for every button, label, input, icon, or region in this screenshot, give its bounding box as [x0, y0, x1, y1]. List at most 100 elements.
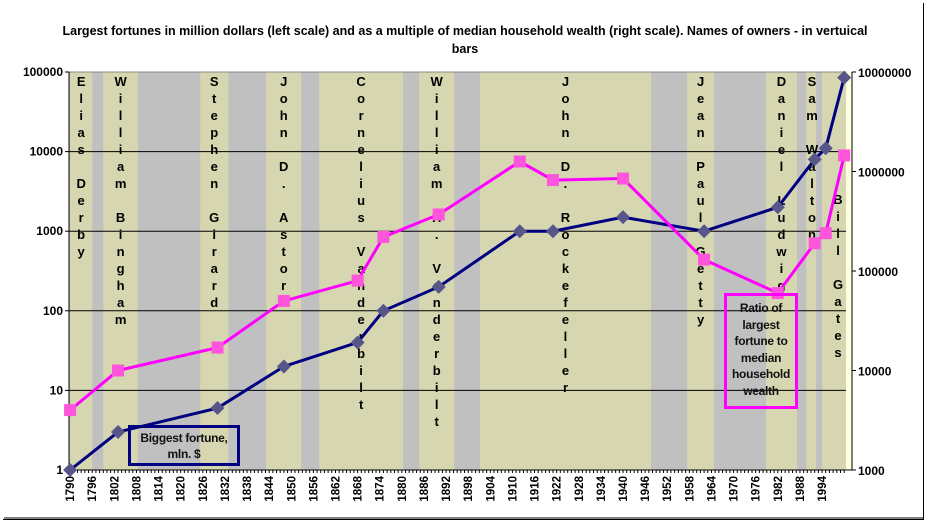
- ratio-point: [377, 230, 390, 243]
- x-tick-label: 1820: [176, 476, 188, 502]
- fortune-point: [276, 359, 291, 374]
- fortune-point: [210, 401, 225, 416]
- fortune-point: [63, 463, 78, 477]
- chart-frame: [3, 3, 924, 520]
- fortune-point: [431, 279, 446, 294]
- right-strip: [846, 72, 852, 470]
- fortune-point: [697, 224, 712, 239]
- owner-bar: [806, 72, 817, 470]
- x-tick-label: 1814: [154, 475, 166, 501]
- plot-background: [69, 72, 846, 470]
- ratio-point: [432, 208, 445, 221]
- x-tick-label: 1886: [419, 476, 431, 502]
- right-tick-label: 100000: [858, 265, 898, 279]
- owner-bar: [822, 72, 846, 470]
- ratio-point: [112, 364, 125, 377]
- fortune-point: [837, 70, 852, 85]
- ratio-point: [64, 404, 77, 417]
- ratio-point: [351, 274, 364, 287]
- left-tick-label: 1000: [36, 224, 63, 238]
- x-tick-label: 1844: [264, 475, 276, 501]
- x-tick-label: 1928: [574, 475, 586, 501]
- x-tick-label: 1802: [109, 476, 121, 502]
- x-tick-label: 1982: [773, 476, 785, 502]
- x-tick-label: 1832: [220, 476, 232, 502]
- owner-bar: [70, 72, 93, 470]
- ratio-point: [513, 155, 526, 168]
- x-tick-label: 1994: [817, 475, 829, 501]
- ratio-point: [546, 174, 559, 187]
- ratio-point: [698, 253, 711, 266]
- owner-bar: [479, 72, 652, 470]
- x-tick-label: 1880: [397, 476, 409, 502]
- x-tick-label: 1946: [640, 476, 652, 502]
- ratio-annotation: Ratio of largest fortune to median house…: [724, 293, 798, 409]
- fortune-point: [545, 224, 560, 239]
- x-tick-label: 1976: [751, 476, 763, 502]
- x-tick-label: 1958: [684, 475, 696, 501]
- fortune-point: [350, 335, 365, 350]
- left-tick-label: 10000: [30, 145, 64, 159]
- fortune-point: [615, 210, 630, 225]
- left-tick-label: 100: [43, 304, 63, 318]
- right-tick-label: 10000: [858, 365, 892, 379]
- x-tick-label: 1952: [662, 476, 674, 502]
- ratio-point: [277, 294, 290, 307]
- owner-bar: [266, 72, 302, 470]
- x-tick-label: 1868: [353, 475, 365, 501]
- x-tick-label: 1922: [552, 476, 564, 502]
- fortune-point: [818, 141, 833, 156]
- fortune-annotation: Biggest fortune, mln. $: [128, 425, 240, 466]
- ratio-point: [808, 237, 821, 250]
- x-tick-label: 1904: [485, 475, 497, 501]
- left-tick-label: 1: [56, 463, 63, 477]
- x-tick-label: 1940: [618, 476, 630, 502]
- owner-bar: [103, 72, 138, 470]
- x-tick-label: 1910: [507, 476, 519, 502]
- x-tick-label: 1808: [131, 475, 143, 501]
- chart-title: Largest fortunes in million dollars (lef…: [62, 24, 868, 56]
- owner-bar: [319, 72, 403, 470]
- x-tick-label: 1988: [795, 475, 807, 501]
- x-tick-label: 1970: [729, 476, 741, 502]
- x-tick-label: 1826: [198, 476, 210, 502]
- x-tick-label: 1856: [308, 476, 320, 502]
- owner-bar: [419, 72, 455, 470]
- x-tick-label: 1874: [375, 475, 387, 501]
- left-tick-label: 10: [50, 383, 64, 397]
- right-tick-label: 10000000: [858, 66, 912, 80]
- ratio-point: [838, 149, 851, 162]
- x-tick-label: 1838: [242, 475, 254, 501]
- x-tick-label: 1916: [530, 476, 542, 502]
- owner-bar: [687, 72, 715, 470]
- x-tick-label: 1898: [463, 475, 475, 501]
- x-tick-label: 1790: [65, 476, 77, 502]
- right-tick-label: 1000: [858, 464, 885, 478]
- x-tick-label: 1862: [330, 476, 342, 502]
- ratio-point: [819, 227, 832, 240]
- x-tick-label: 1964: [706, 475, 718, 501]
- fortune-point: [770, 200, 785, 215]
- ratio-point: [616, 172, 629, 185]
- fortune-point: [376, 303, 391, 318]
- fortune-point: [807, 152, 822, 167]
- right-tick-label: 1000000: [858, 166, 905, 180]
- ratio-point: [211, 341, 224, 354]
- fortune-point: [512, 224, 527, 239]
- x-tick-label: 1892: [441, 476, 453, 502]
- fortune-point: [111, 425, 126, 440]
- x-tick-label: 1934: [596, 475, 608, 501]
- x-tick-label: 1850: [286, 476, 298, 502]
- owner-bar: [766, 72, 797, 470]
- left-tick-label: 100000: [23, 65, 63, 79]
- x-tick-label: 1796: [87, 476, 99, 502]
